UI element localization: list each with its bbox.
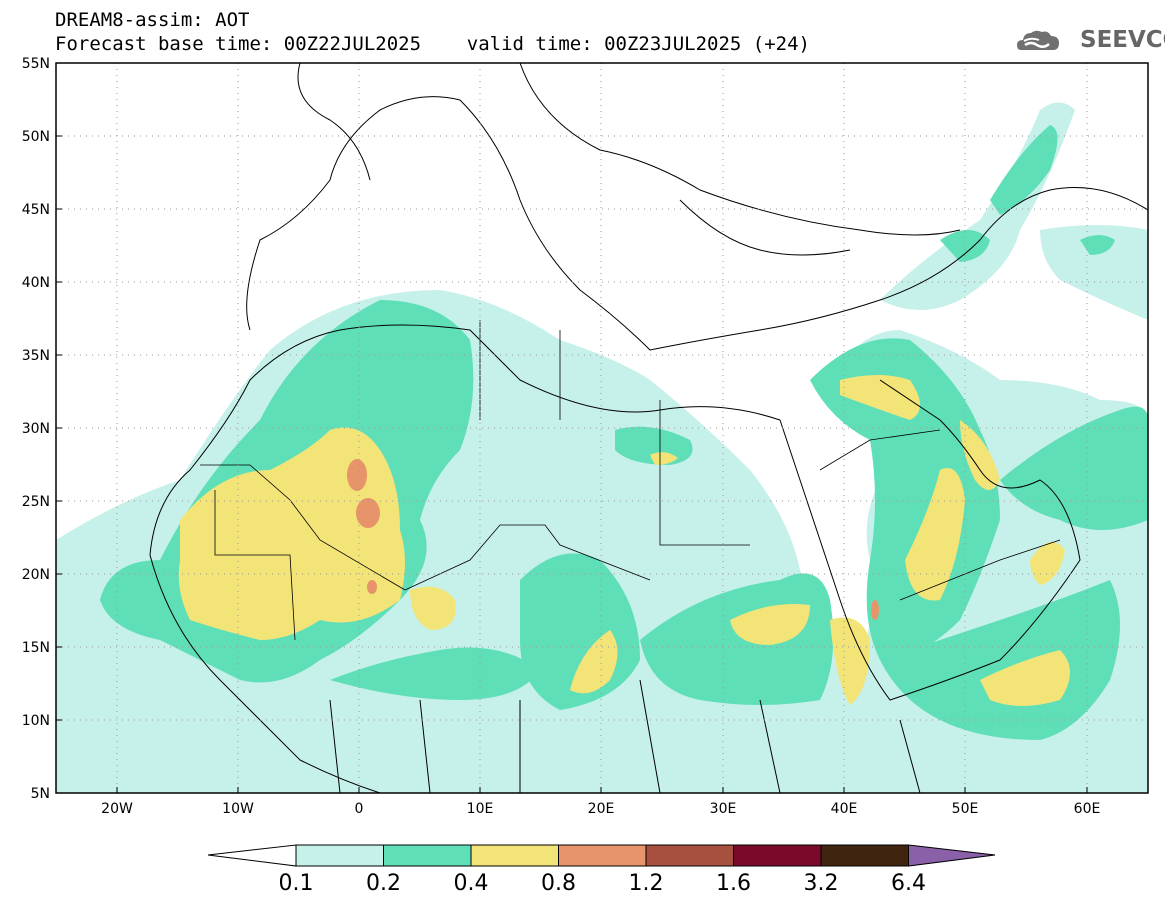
colorbar-swatch — [733, 844, 822, 867]
lat-label: 50N — [22, 129, 50, 145]
axis-ticks — [56, 62, 1088, 794]
colorbar-under-arrow — [207, 844, 297, 867]
colorbar-level-label: 1.6 — [716, 871, 751, 896]
lon-label: 20E — [588, 801, 615, 817]
lat-label: 40N — [22, 275, 50, 291]
lon-label: 10E — [467, 801, 494, 817]
graticule — [56, 63, 1148, 793]
colorbar-level-label: 0.2 — [366, 871, 401, 896]
lon-label: 50E — [952, 801, 979, 817]
colorbar-over-arrow — [908, 844, 996, 867]
cloud-logo-icon — [1017, 30, 1059, 50]
colorbar-level-label: 0.1 — [279, 871, 314, 896]
lat-label: 45N — [22, 202, 50, 218]
lat-label: 5N — [31, 786, 50, 802]
lat-label: 15N — [22, 640, 50, 656]
colorbar-swatch — [383, 844, 472, 867]
colorbar-level-label: 6.4 — [891, 871, 926, 896]
aot-field — [56, 102, 1148, 793]
colorbar-level-label: 0.8 — [541, 871, 576, 896]
colorbar-swatch — [820, 844, 909, 867]
colorbar-swatch — [645, 844, 734, 867]
colorbar-swatch — [295, 844, 384, 867]
lat-label: 35N — [22, 348, 50, 364]
lat-label: 25N — [22, 494, 50, 510]
lon-label: 60E — [1074, 801, 1101, 817]
map-title: DREAM8-assim: AOT — [55, 9, 250, 31]
lat-label: 30N — [22, 421, 50, 437]
colorbar-level-label: 1.2 — [629, 871, 664, 896]
lat-label: 10N — [22, 713, 50, 729]
lon-label: 40E — [831, 801, 858, 817]
colorbar-level-label: 3.2 — [804, 871, 839, 896]
colorbar — [207, 844, 996, 867]
lon-label: 0 — [355, 801, 364, 817]
lat-label: 55N — [22, 56, 50, 72]
colorbar-swatch — [558, 844, 647, 867]
lon-label: 10W — [222, 801, 254, 817]
colorbar-swatch — [470, 844, 559, 867]
lon-label: 20W — [101, 801, 133, 817]
coastlines — [149, 63, 1148, 793]
aot-level-0-8 — [347, 459, 879, 620]
lat-label: 20N — [22, 567, 50, 583]
colorbar-level-label: 0.4 — [454, 871, 489, 896]
logo-text: SEEVCCC — [1080, 27, 1165, 53]
country-borders — [200, 320, 1061, 641]
forecast-time-subtitle: Forecast base time: 00Z22JUL2025 valid t… — [55, 33, 810, 55]
lon-label: 30E — [710, 801, 737, 817]
